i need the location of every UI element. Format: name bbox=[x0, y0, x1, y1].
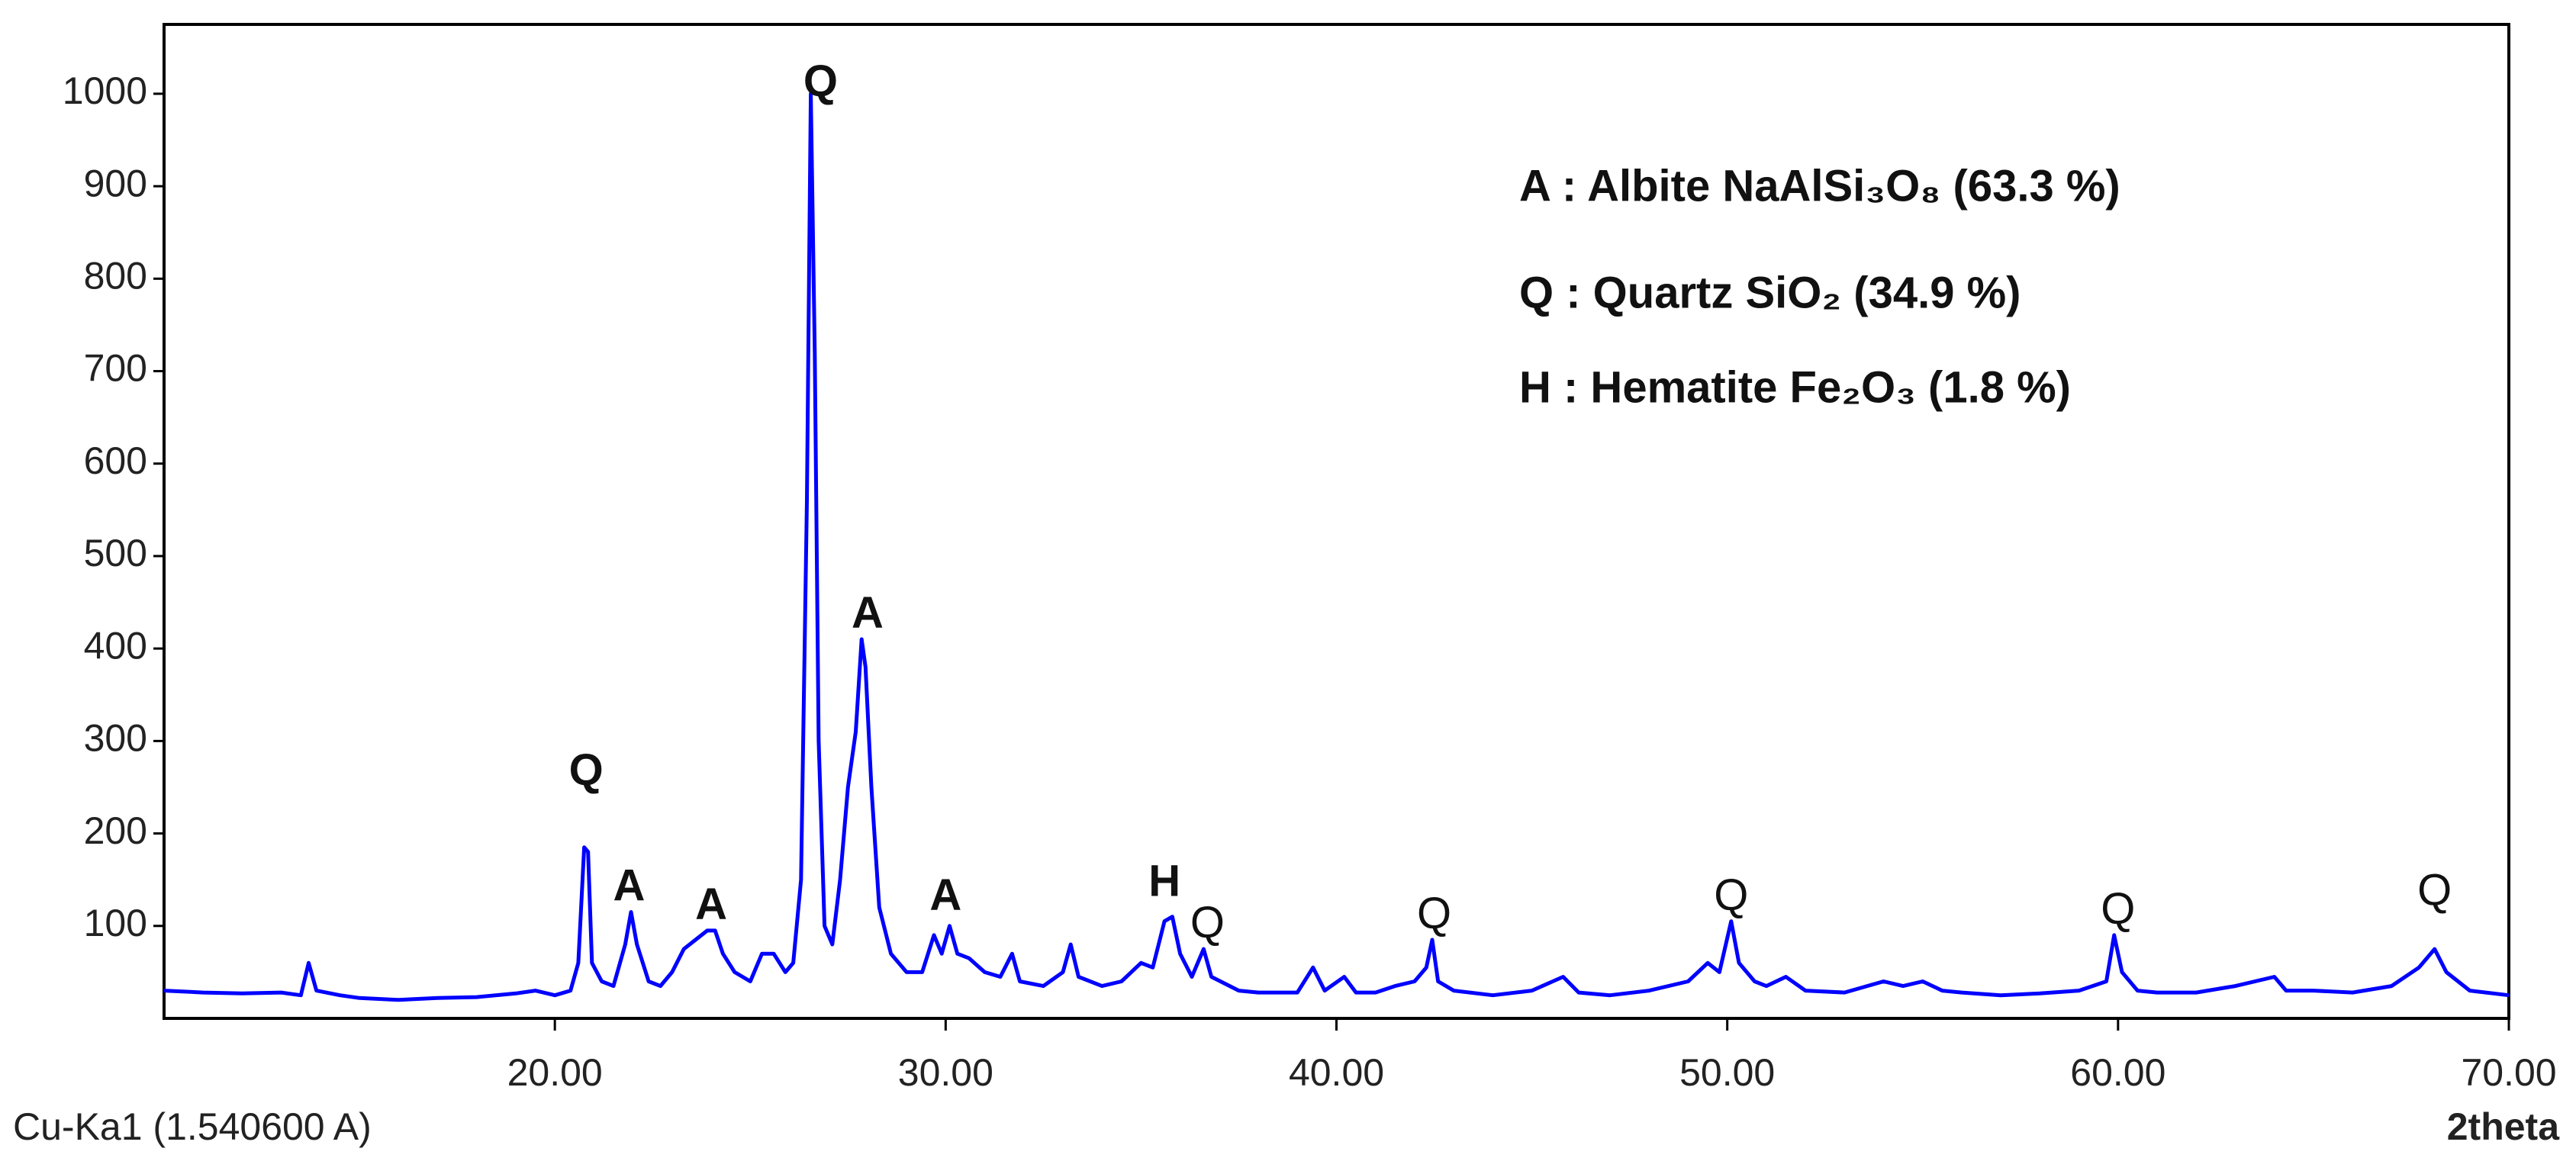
peak-label: A bbox=[929, 870, 961, 920]
y-tick-label: 600 bbox=[84, 439, 147, 482]
x-axis-label: 2theta bbox=[2447, 1105, 2560, 1148]
x-tick-label: 20.00 bbox=[507, 1051, 603, 1094]
source-note: Cu-Ka1 (1.540600 A) bbox=[13, 1105, 372, 1148]
y-tick-label: 1000 bbox=[63, 69, 147, 112]
y-tick-label: 900 bbox=[84, 162, 147, 204]
peak-label: A bbox=[852, 588, 884, 638]
plot-frame bbox=[163, 23, 2510, 1020]
x-tick-label: 50.00 bbox=[1679, 1051, 1775, 1094]
peak-label: Q bbox=[1417, 889, 1451, 938]
y-tick-label: 400 bbox=[84, 624, 147, 667]
y-tick-label: 100 bbox=[84, 902, 147, 944]
x-tick-label: 40.00 bbox=[1289, 1051, 1384, 1094]
peak-label: Q bbox=[803, 56, 838, 106]
pattern-line bbox=[163, 92, 2510, 1002]
peak-label: H bbox=[1148, 857, 1180, 906]
x-tick-label: 60.00 bbox=[2070, 1051, 2165, 1094]
legend-line: Q : Quartz SiO₂ (34.9 %) bbox=[1519, 268, 2021, 317]
y-tick-label: 200 bbox=[84, 809, 147, 852]
peak-label: A bbox=[695, 880, 727, 929]
peak-label: Q bbox=[1190, 898, 1225, 947]
legend-line: A : Albite NaAlSi₃O₈ (63.3 %) bbox=[1519, 161, 2120, 211]
x-tick-label: 70.00 bbox=[2461, 1051, 2556, 1094]
y-tick-label: 500 bbox=[84, 532, 147, 574]
y-tick-label: 700 bbox=[84, 347, 147, 390]
y-tick-label: 300 bbox=[84, 717, 147, 760]
peak-label: Q bbox=[569, 745, 604, 795]
peak-label: A bbox=[613, 861, 646, 911]
y-tick-label: 800 bbox=[84, 255, 147, 298]
peak-label: Q bbox=[2101, 884, 2135, 934]
peak-label: Q bbox=[2417, 866, 2452, 915]
peak-label: Q bbox=[1714, 870, 1748, 920]
x-tick-label: 30.00 bbox=[898, 1051, 993, 1094]
legend-line: H : Hematite Fe₂O₃ (1.8 %) bbox=[1519, 362, 2071, 412]
